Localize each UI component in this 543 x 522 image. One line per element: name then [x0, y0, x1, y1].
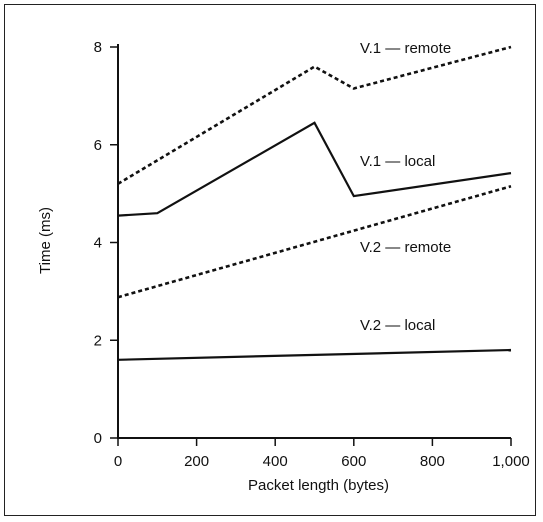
series-line-v1-local [117, 121, 512, 217]
x-tick-label: 400 [263, 453, 288, 470]
x-tick-label: 1,000 [492, 453, 530, 470]
x-tick-label: 0 [114, 453, 122, 470]
figure-frame [4, 4, 536, 516]
y-tick-label: 8 [94, 39, 102, 56]
series-label-v2-remote: V.2 — remote [360, 239, 451, 256]
series-line-v2-remote [117, 185, 512, 299]
y-tick-label: 4 [94, 235, 102, 252]
y-tick-label: 6 [94, 137, 102, 154]
series-label-v1-remote: V.1 — remote [360, 40, 451, 57]
ticks: 0 2 4 6 8 0 200 400 600 800 1,000 [94, 39, 530, 470]
y-axis-title: Time (ms) [37, 207, 54, 274]
axes [117, 44, 511, 439]
series-label-v1-local: V.1 — local [360, 153, 435, 170]
x-tick-label: 200 [184, 453, 209, 470]
series-lines [117, 45, 512, 361]
series-line-v1-remote [117, 45, 512, 185]
series-line-v2-local [117, 348, 512, 361]
series-label-v2-local: V.2 — local [360, 317, 435, 334]
x-axis-title: Packet length (bytes) [248, 477, 389, 494]
y-tick-label: 2 [94, 332, 102, 349]
x-tick-label: 800 [420, 453, 445, 470]
series-labels: V.1 — remote V.1 — local V.2 — remote V.2 —… [360, 40, 451, 334]
x-tick-label: 600 [341, 453, 366, 470]
y-tick-label: 0 [94, 430, 102, 447]
